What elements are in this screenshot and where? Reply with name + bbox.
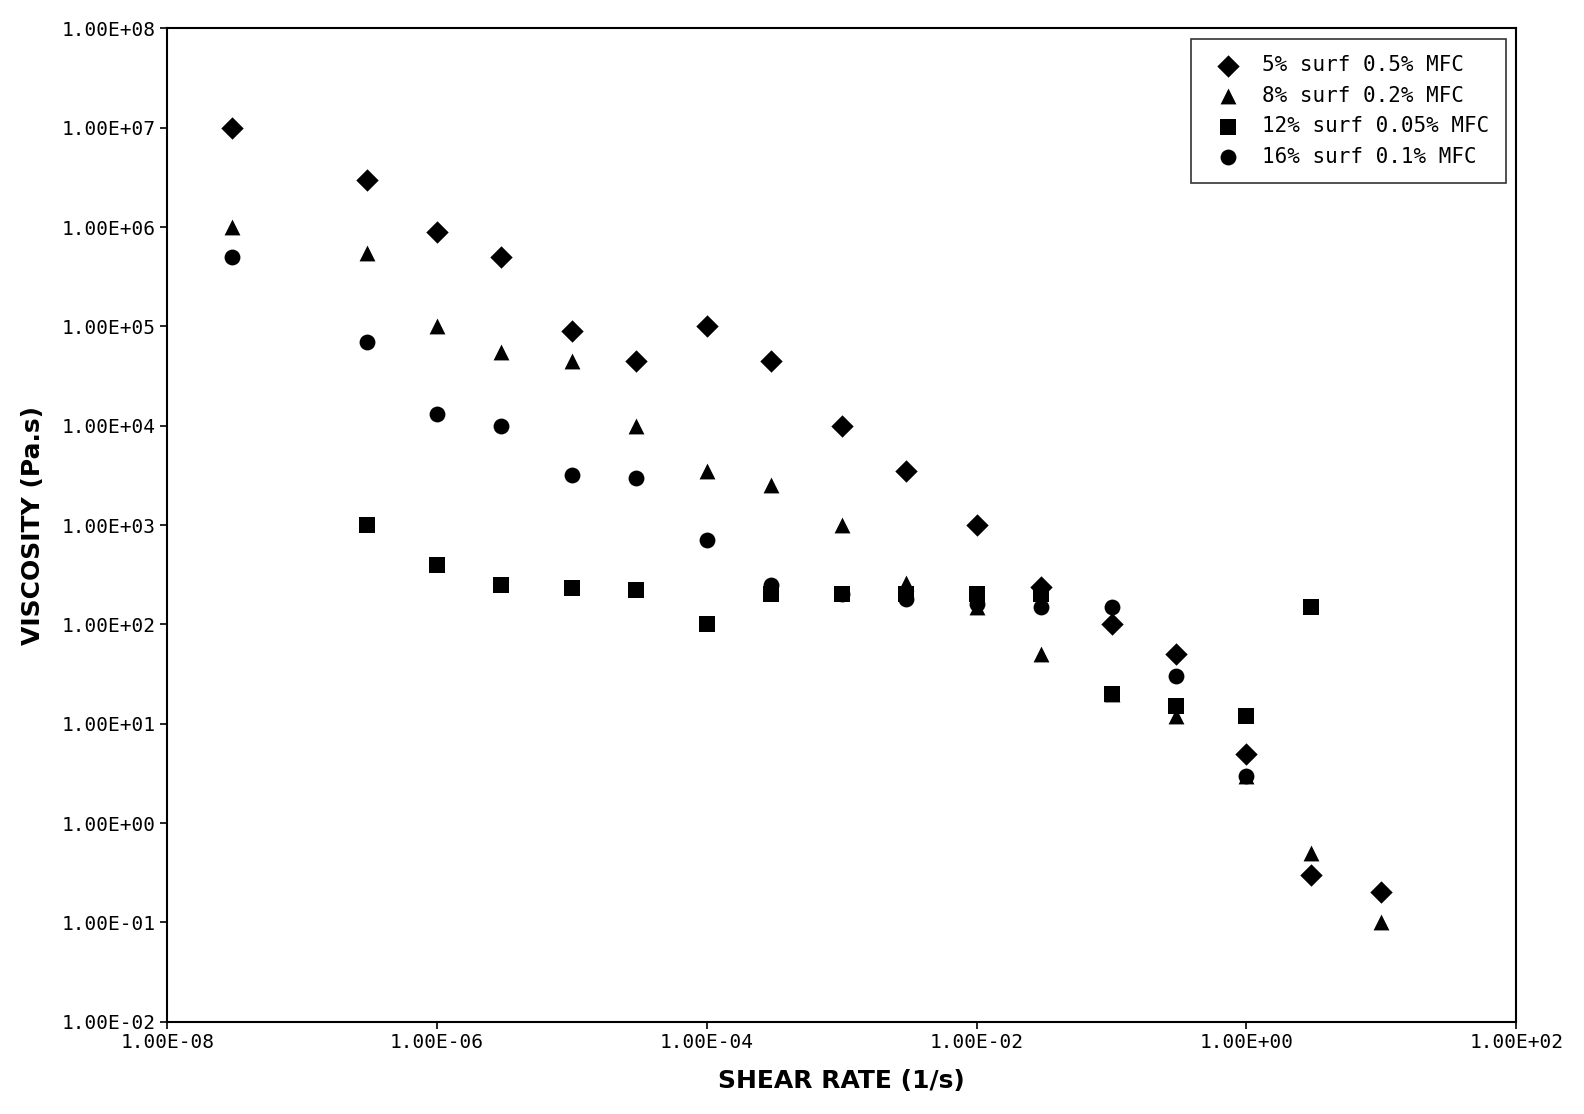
5% surf 0.5% MFC <box>759 352 784 370</box>
5% surf 0.5% MFC <box>353 170 379 188</box>
12% surf 0.05% MFC <box>1028 586 1053 604</box>
5% surf 0.5% MFC <box>965 516 990 534</box>
8% surf 0.2% MFC <box>965 598 990 616</box>
16% surf 0.1% MFC <box>694 531 719 549</box>
5% surf 0.5% MFC <box>559 322 584 340</box>
16% surf 0.1% MFC <box>1028 598 1053 616</box>
8% surf 0.2% MFC <box>559 352 584 370</box>
16% surf 0.1% MFC <box>353 333 379 351</box>
8% surf 0.2% MFC <box>489 343 515 361</box>
16% surf 0.1% MFC <box>1234 766 1259 784</box>
5% surf 0.5% MFC <box>489 248 515 266</box>
16% surf 0.1% MFC <box>965 595 990 613</box>
5% surf 0.5% MFC <box>425 223 450 241</box>
8% surf 0.2% MFC <box>1028 645 1053 663</box>
16% surf 0.1% MFC <box>1163 667 1188 685</box>
16% surf 0.1% MFC <box>489 417 515 434</box>
5% surf 0.5% MFC <box>1099 615 1125 633</box>
12% surf 0.05% MFC <box>425 556 450 574</box>
X-axis label: SHEAR RATE (1/s): SHEAR RATE (1/s) <box>719 1069 965 1093</box>
5% surf 0.5% MFC <box>1028 578 1053 596</box>
8% surf 0.2% MFC <box>1099 685 1125 703</box>
Legend: 5% surf 0.5% MFC, 8% surf 0.2% MFC, 12% surf 0.05% MFC, 16% surf 0.1% MFC: 5% surf 0.5% MFC, 8% surf 0.2% MFC, 12% … <box>1191 39 1506 184</box>
16% surf 0.1% MFC <box>624 469 649 487</box>
16% surf 0.1% MFC <box>559 466 584 483</box>
12% surf 0.05% MFC <box>694 615 719 633</box>
8% surf 0.2% MFC <box>694 462 719 480</box>
12% surf 0.05% MFC <box>353 516 379 534</box>
8% surf 0.2% MFC <box>759 477 784 495</box>
12% surf 0.05% MFC <box>1234 707 1259 725</box>
16% surf 0.1% MFC <box>1099 598 1125 616</box>
12% surf 0.05% MFC <box>1163 697 1188 715</box>
12% surf 0.05% MFC <box>624 582 649 599</box>
8% surf 0.2% MFC <box>353 244 379 262</box>
5% surf 0.5% MFC <box>624 352 649 370</box>
5% surf 0.5% MFC <box>219 119 244 137</box>
12% surf 0.05% MFC <box>759 586 784 604</box>
5% surf 0.5% MFC <box>1234 744 1259 762</box>
5% surf 0.5% MFC <box>694 317 719 335</box>
12% surf 0.05% MFC <box>965 586 990 604</box>
12% surf 0.05% MFC <box>1099 685 1125 703</box>
8% surf 0.2% MFC <box>1297 844 1323 862</box>
8% surf 0.2% MFC <box>219 218 244 236</box>
12% surf 0.05% MFC <box>1297 598 1323 616</box>
5% surf 0.5% MFC <box>1163 645 1188 663</box>
5% surf 0.5% MFC <box>1369 883 1394 901</box>
12% surf 0.05% MFC <box>559 579 584 597</box>
16% surf 0.1% MFC <box>219 248 244 266</box>
Y-axis label: VISCOSITY (Pa.s): VISCOSITY (Pa.s) <box>21 405 44 645</box>
8% surf 0.2% MFC <box>893 574 919 592</box>
12% surf 0.05% MFC <box>893 586 919 604</box>
16% surf 0.1% MFC <box>828 586 854 604</box>
5% surf 0.5% MFC <box>828 417 854 434</box>
16% surf 0.1% MFC <box>425 405 450 423</box>
8% surf 0.2% MFC <box>828 516 854 534</box>
5% surf 0.5% MFC <box>1297 866 1323 883</box>
8% surf 0.2% MFC <box>1163 707 1188 725</box>
8% surf 0.2% MFC <box>1234 766 1259 784</box>
16% surf 0.1% MFC <box>759 576 784 594</box>
12% surf 0.05% MFC <box>828 586 854 604</box>
8% surf 0.2% MFC <box>624 417 649 434</box>
12% surf 0.05% MFC <box>489 576 515 594</box>
8% surf 0.2% MFC <box>425 317 450 335</box>
8% surf 0.2% MFC <box>1369 913 1394 931</box>
5% surf 0.5% MFC <box>893 462 919 480</box>
16% surf 0.1% MFC <box>893 590 919 608</box>
